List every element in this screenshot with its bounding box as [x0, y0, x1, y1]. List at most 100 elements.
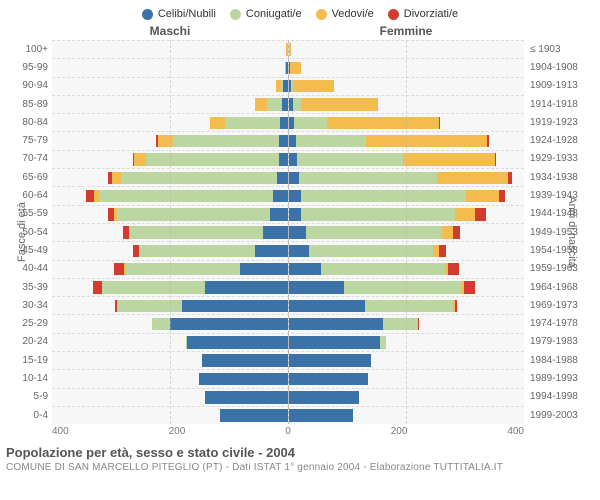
age-label: 5-9	[6, 388, 52, 406]
age-label: 20-24	[6, 333, 52, 351]
year-label: 1949-1953	[524, 223, 594, 241]
bar-segment	[255, 98, 267, 110]
year-label: 1914-1918	[524, 95, 594, 113]
bar-segment	[199, 373, 287, 385]
age-label: 85-89	[6, 95, 52, 113]
bar-segment	[418, 318, 419, 330]
bar-segment	[182, 300, 288, 312]
bar-segment	[466, 190, 498, 202]
legend-swatch	[388, 9, 399, 20]
male-half	[52, 389, 288, 406]
bar-segment	[210, 117, 225, 129]
bar-segment	[306, 226, 441, 238]
bars-area	[52, 40, 524, 424]
bar-segment	[99, 190, 273, 202]
male-half	[52, 59, 288, 76]
male-half	[52, 224, 288, 241]
bar-segment	[475, 208, 486, 220]
y-axis-left-title: Fasce di età	[16, 202, 28, 262]
male-half	[52, 279, 288, 296]
bar-segment	[273, 190, 288, 202]
bar-segment	[289, 391, 360, 403]
age-label: 65-69	[6, 168, 52, 186]
bar-segment	[117, 208, 270, 220]
age-label: 10-14	[6, 369, 52, 387]
bar-segment	[267, 98, 282, 110]
legend-swatch	[230, 9, 241, 20]
center-line	[288, 40, 289, 424]
male-half	[52, 41, 288, 58]
male-half	[52, 187, 288, 204]
bar-segment	[289, 208, 302, 220]
year-label: 1964-1968	[524, 278, 594, 296]
male-half	[52, 261, 288, 278]
bar-segment	[263, 226, 288, 238]
age-label: 45-49	[6, 241, 52, 259]
bar-segment	[290, 62, 302, 74]
bar-segment	[294, 117, 326, 129]
bar-segment	[279, 135, 288, 147]
bar-segment	[255, 245, 287, 257]
bar-segment	[455, 300, 458, 312]
year-label: 1934-1938	[524, 168, 594, 186]
x-tick-label: 0	[285, 426, 291, 437]
legend-label: Coniugati/e	[246, 8, 302, 20]
bar-segment	[289, 354, 371, 366]
age-label: 75-79	[6, 131, 52, 149]
age-label: 70-74	[6, 150, 52, 168]
x-tick-label: 400	[52, 426, 69, 437]
bar-segment	[293, 98, 302, 110]
bar-segment	[289, 263, 321, 275]
bar-segment	[366, 135, 487, 147]
bar-segment	[293, 80, 334, 92]
bar-segment	[327, 117, 439, 129]
legend-label: Divorziati/e	[404, 8, 458, 20]
age-labels-column: 100+95-9990-9485-8980-8475-7970-7465-696…	[6, 40, 52, 424]
legend-label: Celibi/Nubili	[158, 8, 216, 20]
age-label: 100+	[6, 40, 52, 58]
bar-segment	[289, 153, 298, 165]
bar-segment	[130, 226, 262, 238]
female-half	[288, 279, 525, 296]
year-label: 1939-1943	[524, 186, 594, 204]
year-label: 1969-1973	[524, 296, 594, 314]
bar-segment	[289, 373, 368, 385]
age-label: 35-39	[6, 278, 52, 296]
female-half	[288, 187, 525, 204]
bar-segment	[487, 135, 489, 147]
bar-segment	[309, 245, 433, 257]
x-axis-ticks: 4002000200400	[6, 426, 594, 437]
bar-segment	[455, 208, 476, 220]
bar-segment	[126, 263, 241, 275]
bar-segment	[296, 135, 367, 147]
chart-subtitle: COMUNE DI SAN MARCELLO PITEGLIO (PT) - D…	[6, 462, 594, 473]
bar-segment	[289, 281, 345, 293]
bar-segment	[152, 318, 170, 330]
age-label: 0-4	[6, 406, 52, 424]
x-tick-label: 200	[391, 426, 408, 437]
bar-segment	[117, 300, 182, 312]
female-half	[288, 389, 525, 406]
male-half	[52, 78, 288, 95]
bar-segment	[220, 409, 288, 421]
age-label: 30-34	[6, 296, 52, 314]
bar-segment	[279, 153, 288, 165]
bar-segment	[301, 208, 454, 220]
female-half	[288, 169, 525, 186]
female-half	[288, 224, 525, 241]
age-label: 25-29	[6, 314, 52, 332]
year-label: 1924-1928	[524, 131, 594, 149]
male-half	[52, 114, 288, 131]
bar-segment	[225, 117, 281, 129]
plot-grid: 100+95-9990-9485-8980-8475-7970-7465-696…	[6, 40, 594, 424]
bar-segment	[453, 226, 460, 238]
female-half	[288, 59, 525, 76]
year-label: 1929-1933	[524, 150, 594, 168]
bar-segment	[301, 190, 466, 202]
bar-segment	[299, 172, 437, 184]
female-half	[288, 407, 525, 424]
male-half	[52, 370, 288, 387]
bar-segment	[383, 318, 418, 330]
male-half	[52, 169, 288, 186]
legend-label: Vedovi/e	[332, 8, 374, 20]
